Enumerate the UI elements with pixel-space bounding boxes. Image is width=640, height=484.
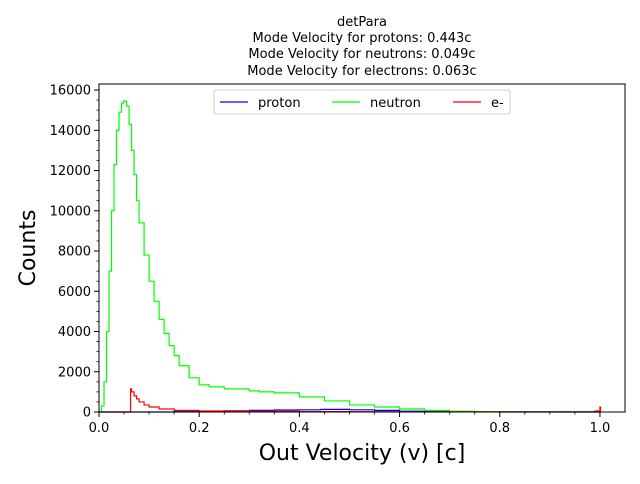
title-line: Mode Velocity for electrons: 0.063c: [247, 64, 476, 79]
title-line: Mode Velocity for protons: 0.443c: [253, 31, 472, 46]
plot-frame: [98, 83, 626, 413]
chart-title: detPara Mode Velocity for protons: 0.443…: [247, 15, 476, 79]
y-axis: 0 2000 4000 6000 8000 10000 12000 14000 16000: [50, 84, 99, 421]
y-tick-label: 12000: [50, 164, 91, 179]
y-tick-label: 4000: [58, 325, 91, 340]
y-tick-label: 6000: [58, 285, 91, 300]
title-line: detPara: [337, 15, 387, 30]
x-tick-label: 0.8: [489, 421, 510, 436]
legend-label-electron: e-: [491, 96, 504, 111]
y-tick-label: 14000: [50, 124, 91, 139]
title-line: Mode Velocity for neutrons: 0.049c: [248, 47, 475, 62]
x-tick-label: 0.2: [189, 421, 210, 436]
x-tick-label: 0.6: [389, 421, 410, 436]
y-tick-label: 10000: [50, 204, 91, 219]
y-tick-label: 2000: [58, 365, 91, 380]
y-tick-label: 0: [83, 406, 91, 421]
x-tick-label: 1.0: [590, 421, 611, 436]
neutron-series: [99, 100, 600, 413]
legend-label-neutron: neutron: [370, 96, 421, 111]
y-tick-label: 16000: [50, 84, 91, 99]
y-tick-label: 8000: [58, 245, 91, 260]
series-layer: [99, 100, 602, 413]
legend-box: [213, 89, 511, 115]
legend: proton neutron e-: [213, 89, 511, 115]
x-tick-label: 0.4: [289, 421, 310, 436]
legend-label-proton: proton: [258, 96, 301, 111]
x-axis-label: Out Velocity (v) [c]: [259, 441, 466, 466]
y-axis-label: Counts: [16, 210, 41, 287]
x-axis: 0.0 0.2 0.4 0.6 0.8 1.0: [89, 412, 611, 436]
x-tick-label: 0.0: [89, 421, 110, 436]
